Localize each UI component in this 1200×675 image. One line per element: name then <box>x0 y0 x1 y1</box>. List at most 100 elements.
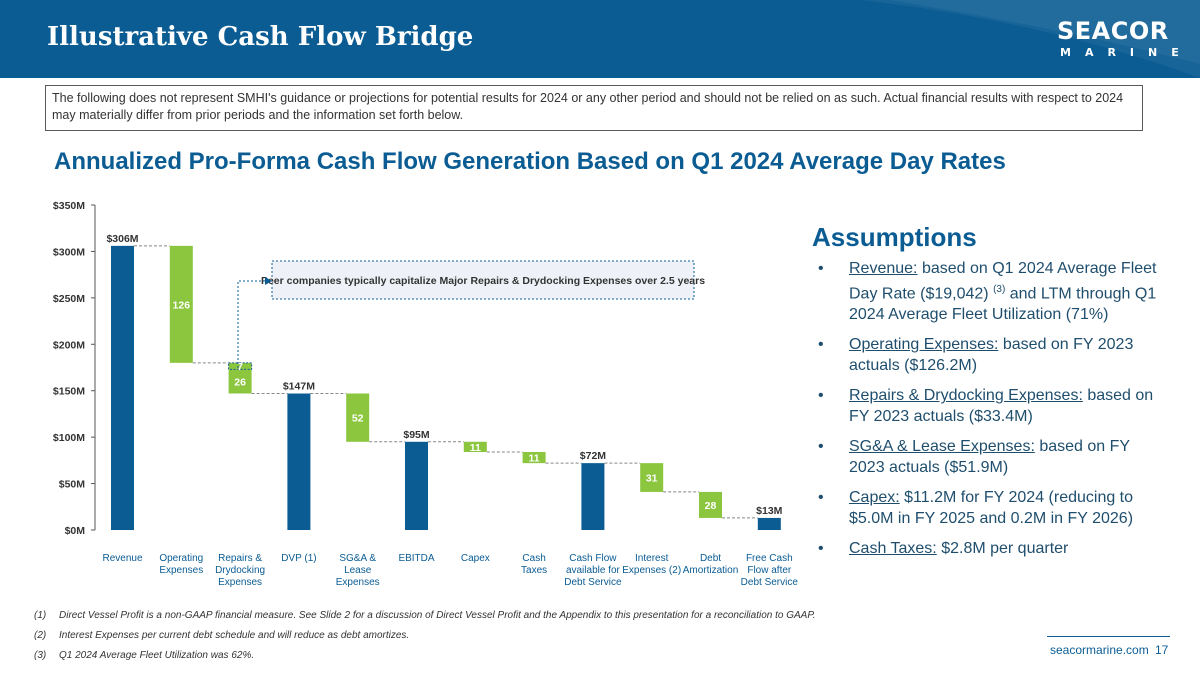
annotation-arrow-head <box>265 277 272 285</box>
category-label-line: DVP (1) <box>281 553 316 564</box>
category-label-line: EBITDA <box>398 553 434 564</box>
assumption-item: • Operating Expenses: based on FY 2023 ac… <box>818 334 1163 376</box>
chart-subtitle: Annualized Pro-Forma Cash Flow Generatio… <box>54 148 1006 175</box>
category-label-line: Free Cash <box>746 553 793 564</box>
footnote-number: (2) <box>34 630 47 641</box>
bar-value-label: 26 <box>234 376 246 388</box>
category-label-line: Cash <box>522 553 545 564</box>
annotation-arrow-line <box>237 280 268 368</box>
header-bar: Illustrative Cash Flow Bridge SEACOR MAR… <box>0 0 1200 78</box>
cash-flow-bridge-chart: $0M $50M $100M $150M $200M $250M $300M $350M $30… <box>53 200 799 588</box>
category-label: Repairs & Drydocking Expenses <box>215 553 265 588</box>
annotation-box <box>271 260 695 300</box>
bar-value-label: 31 <box>646 473 658 485</box>
category-label-line: Interest <box>635 553 669 564</box>
bullet-icon: • <box>818 336 824 354</box>
total-bar <box>757 517 781 530</box>
step-bar <box>463 441 487 452</box>
assumption-item: • Revenue: based on Q1 2024 Average Fleet… <box>818 258 1163 325</box>
assumption-term: SG&A & Lease Expenses: <box>849 438 1035 456</box>
assumptions-list: • Revenue: based on Q1 2024 Average Fleet… <box>818 258 1163 568</box>
category-label-line: Expenses <box>336 577 380 588</box>
bar-value-label: $13M <box>756 505 783 517</box>
category-label-line: SG&A & <box>339 553 376 564</box>
category-label-line: Expenses (2) <box>622 565 681 576</box>
total-bar <box>405 441 428 530</box>
category-label: Debt Amortization <box>683 553 739 576</box>
assumption-text: $11.2M for FY 2024 (reducing to $5.0M in… <box>849 489 1134 528</box>
category-label-line: Capex <box>461 553 490 564</box>
footnote-number: (3) <box>34 650 47 661</box>
step-bar <box>346 393 370 442</box>
footnotes: (1) Direct Vessel Profit is a non-GAAP fi… <box>34 609 834 669</box>
step-bar <box>699 491 722 518</box>
category-label-line: available for <box>566 565 621 576</box>
bullet-icon: • <box>818 540 824 558</box>
page-number: 17 <box>1155 643 1169 657</box>
category-label-line: Lease <box>344 565 372 576</box>
assumption-item: • SG&A & Lease Expenses: based on FY 2023… <box>818 436 1163 478</box>
footer-url[interactable]: seacormarine.com <box>1050 643 1149 657</box>
assumptions-title: Assumptions <box>812 222 977 252</box>
bullet-icon: • <box>818 438 824 456</box>
category-label: Free Cash Flow after Debt Service <box>741 553 799 588</box>
category-label-line: Cash Flow <box>569 553 617 564</box>
category-label-line: Repairs & <box>218 553 262 564</box>
page-title: Illustrative Cash Flow Bridge <box>47 22 474 52</box>
category-label-line: Amortization <box>683 565 739 576</box>
bullet-icon: • <box>818 387 824 405</box>
assumption-text: based on FY 2023 actuals ($126.2M) <box>849 336 1134 375</box>
footnote: (2) Interest Expenses per current debt sc… <box>34 629 834 649</box>
y-tick-label: $250M <box>53 293 85 305</box>
bar-value-label: $95M <box>403 429 430 441</box>
category-label-line: Flow after <box>747 565 792 576</box>
footnote-number: (1) <box>34 610 47 621</box>
footnote-text: Direct Vessel Profit is a non-GAAP finan… <box>59 610 816 621</box>
step-bar <box>640 463 664 492</box>
bar-value-label: 11 <box>529 453 540 465</box>
category-label-line: Expenses <box>218 577 262 588</box>
assumption-item: • Cash Taxes: $2.8M per quarter <box>818 538 1163 559</box>
bar-value-label: $72M <box>580 450 607 462</box>
footnote: (1) Direct Vessel Profit is a non-GAAP fi… <box>34 609 834 629</box>
category-label: Operating Expenses <box>159 553 203 576</box>
bar-value-label: $147M <box>283 381 315 393</box>
assumption-text: $2.8M per quarter <box>936 540 1069 558</box>
footnote-text: Interest Expenses per current debt sched… <box>59 630 410 641</box>
logo-wordmark: SEACOR <box>1057 17 1169 45</box>
y-tick-label: $0M <box>65 525 86 537</box>
y-tick-label: $50M <box>59 479 86 491</box>
bar-value-label: $306M <box>106 233 138 245</box>
annotation-text: Peer companies typically capitalize Majo… <box>261 275 705 287</box>
header-wave-decoration <box>740 0 1200 78</box>
bullet-icon: • <box>818 489 824 507</box>
category-label-line: Revenue <box>102 553 142 564</box>
category-label: DVP (1) <box>281 553 316 564</box>
category-label: SG&A & Lease Expenses <box>336 553 380 588</box>
footnote-text: Q1 2024 Average Fleet Utilization was 62… <box>59 650 255 661</box>
assumption-term: Cash Taxes: <box>849 540 937 558</box>
total-bar <box>111 245 134 530</box>
footer-divider <box>1047 636 1170 637</box>
category-label-line: Taxes <box>521 565 547 576</box>
y-tick-label: $300M <box>53 246 85 258</box>
category-label-line: Debt <box>700 553 721 564</box>
bar-value-label: 28 <box>705 500 717 512</box>
step-bar-segment <box>228 362 253 370</box>
disclaimer-box: The following does not represent SMHI's … <box>45 85 1143 131</box>
y-tick-label: $350M <box>53 200 85 212</box>
category-label-line: Drydocking <box>215 565 265 576</box>
assumption-term: Revenue: <box>849 260 918 277</box>
assumption-item: • Repairs & Drydocking Expenses: based on… <box>818 385 1163 427</box>
category-label-line: Debt Service <box>741 577 799 588</box>
assumption-text: based on Q1 2024 Average Fleet Day Rate … <box>849 260 1157 303</box>
bar-value-label: 126 <box>173 299 191 311</box>
assumption-term: Repairs & Drydocking Expenses: <box>849 387 1083 405</box>
assumption-text: based on FY 2023 actuals ($33.4M) <box>849 387 1154 426</box>
category-label: Cash Taxes <box>521 553 547 576</box>
category-label: EBITDA <box>398 553 434 564</box>
category-label-line: Operating <box>159 553 203 564</box>
bar-value-label: 7 <box>237 361 243 373</box>
assumption-term: Operating Expenses: <box>849 336 999 354</box>
assumption-term: Capex: <box>849 489 900 507</box>
